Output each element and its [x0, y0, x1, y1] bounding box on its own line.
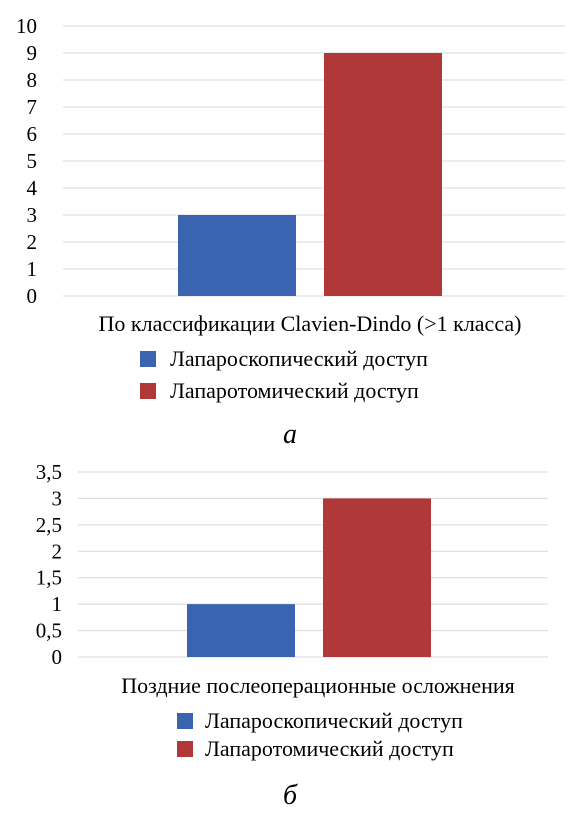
chart-a-y-tick-label: 2 — [27, 230, 38, 254]
chart-a-bars — [178, 53, 442, 296]
chart-a-y-tick-label: 1 — [27, 257, 38, 281]
chart-b-legend-swatch-laparotomic — [177, 741, 193, 757]
chart-a-y-tick-label: 4 — [27, 176, 38, 200]
chart-a-y-tick-label: 10 — [16, 14, 37, 38]
chart-b-legend: Лапароскопический доступ Лапаротомически… — [177, 708, 463, 761]
chart-b-bars — [187, 498, 431, 657]
chart-b-y-tick-label: 1 — [52, 592, 63, 616]
chart-b-panel-label: б — [283, 780, 298, 811]
chart-a-y-tick-label: 6 — [27, 122, 38, 146]
chart-a-y-tick-label: 8 — [27, 68, 38, 92]
chart-a: 0 1 2 3 4 5 6 7 8 9 10 По классификации Clavien-Di… — [16, 14, 565, 450]
chart-b-y-axis: 00,5 11,5 22,5 33,5 — [36, 460, 62, 669]
chart-b-y-tick-label: 3,5 — [36, 460, 62, 484]
chart-a-y-tick-label: 5 — [27, 149, 38, 173]
chart-b-legend-label-laparotomic: Лапаротомический доступ — [205, 736, 454, 761]
chart-a-gridlines — [63, 25, 565, 297]
chart-a-legend-label-laparotomic: Лапаротомический доступ — [170, 378, 419, 403]
chart-b-y-tick-label: 1,5 — [36, 566, 62, 590]
chart-b-y-tick-label: 0,5 — [36, 619, 62, 643]
chart-a-bar-laparoscopic — [178, 215, 296, 296]
chart-b-y-tick-label: 2,5 — [36, 513, 62, 537]
chart-a-legend-label-laparoscopic: Лапароскопический доступ — [170, 346, 428, 371]
chart-a-y-tick-label: 3 — [27, 203, 38, 227]
chart-a-legend-swatch-laparotomic — [140, 383, 156, 399]
chart-a-y-tick-label: 7 — [27, 95, 38, 119]
chart-a-panel-label: а — [283, 419, 297, 450]
chart-b-bar-laparotomic — [323, 498, 431, 657]
chart-b-bar-laparoscopic — [187, 604, 295, 657]
chart-a-y-tick-label: 9 — [27, 41, 38, 65]
chart-b: 00,5 11,5 22,5 33,5 Поздние послеоперационн… — [36, 460, 548, 811]
chart-a-legend: Лапароскопический доступ Лапаротомически… — [140, 346, 428, 403]
chart-b-y-tick-label: 0 — [52, 645, 63, 669]
chart-a-y-axis: 0 1 2 3 4 5 6 7 8 9 10 — [16, 14, 38, 308]
chart-b-y-tick-label: 3 — [52, 486, 63, 510]
chart-b-gridlines — [78, 471, 548, 658]
chart-b-legend-swatch-laparoscopic — [177, 713, 193, 729]
chart-b-category-label: Поздние послеоперационные осложнения — [121, 673, 515, 698]
chart-b-y-tick-label: 2 — [52, 539, 63, 563]
chart-a-legend-swatch-laparoscopic — [140, 351, 156, 367]
chart-a-y-tick-label: 0 — [27, 284, 38, 308]
chart-a-category-label: По классификации Clavien-Dindo (>1 класс… — [99, 311, 522, 336]
chart-a-bar-laparotomic — [324, 53, 442, 296]
chart-b-legend-label-laparoscopic: Лапароскопический доступ — [205, 708, 463, 733]
